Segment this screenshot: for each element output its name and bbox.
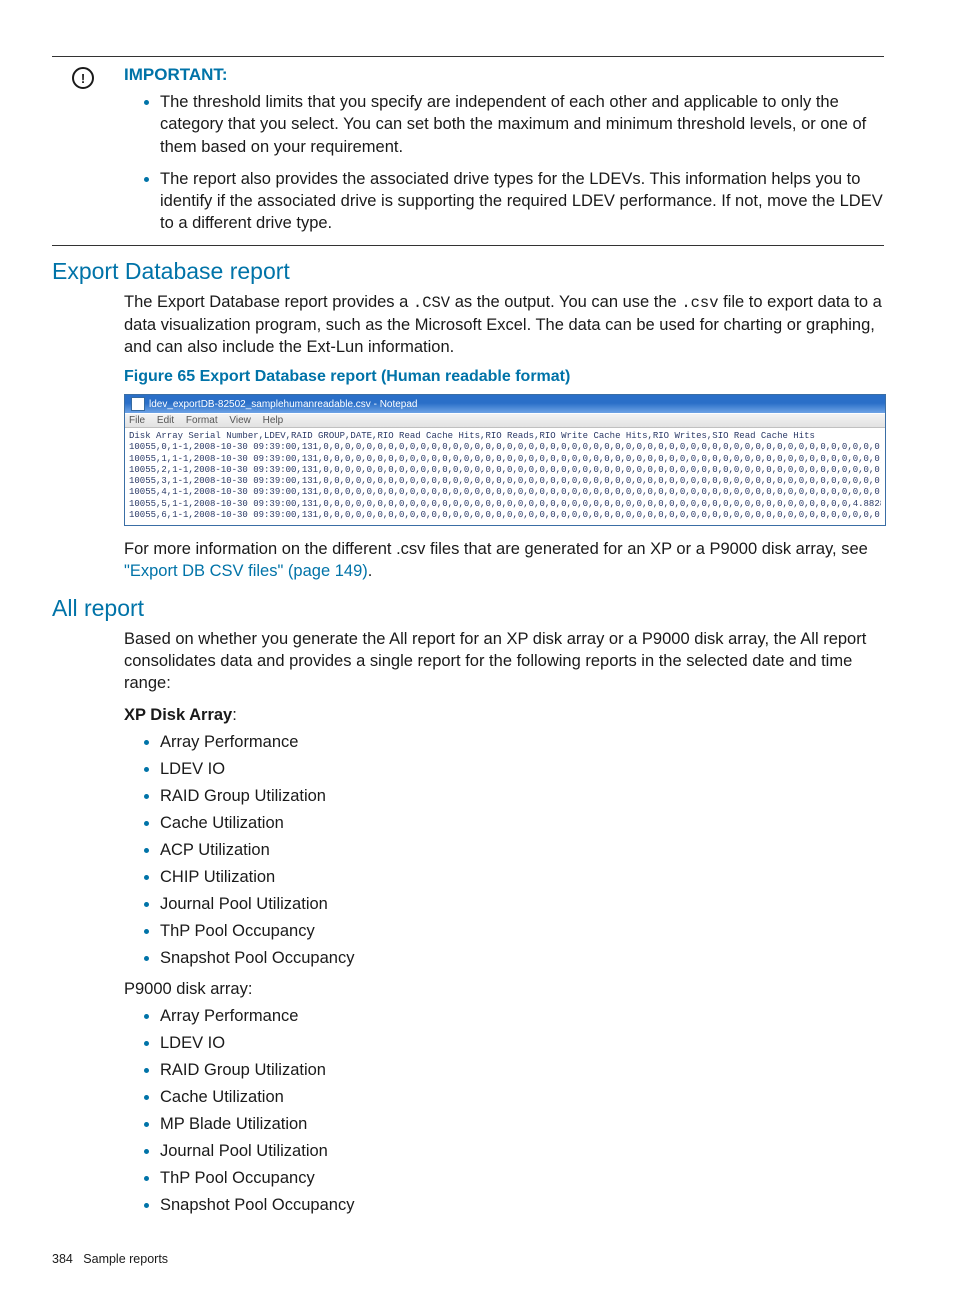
notepad-body: Disk Array Serial Number,LDEV,RAID GROUP… [125, 428, 885, 525]
list-item: Journal Pool Utilization [160, 1140, 884, 1163]
csv-line: 10055,2,1-1,2008-10-30 09:39:00,131,0,0,… [129, 465, 881, 476]
notepad-title-text: ldev_exportDB-82502_samplehumanreadable.… [149, 399, 418, 410]
code-csv-lower: .csv [681, 294, 718, 312]
menu-file: File [129, 415, 145, 426]
important-icon-glyph: ! [81, 72, 85, 85]
export-intro: The Export Database report provides a .C… [124, 291, 884, 358]
list-item: RAID Group Utilization [160, 785, 884, 808]
page: ! IMPORTANT: The threshold limits that y… [0, 0, 954, 1306]
important-title: IMPORTANT: [124, 65, 884, 85]
csv-line: 10055,1,1-1,2008-10-30 09:39:00,131,0,0,… [129, 454, 881, 465]
export-db-csv-link[interactable]: "Export DB CSV files" (page 149) [124, 562, 368, 580]
list-item: Journal Pool Utilization [160, 893, 884, 916]
list-item: Cache Utilization [160, 812, 884, 835]
list-item: ACP Utilization [160, 839, 884, 862]
footer-section-title: Sample reports [83, 1252, 168, 1266]
section-heading-export: Export Database report [52, 258, 884, 285]
list-item: Snapshot Pool Occupancy [160, 1194, 884, 1217]
menu-help: Help [263, 415, 284, 426]
page-number: 384 [52, 1252, 73, 1266]
list-item: CHIP Utilization [160, 866, 884, 889]
xp-reports-list: Array Performance LDEV IO RAID Group Uti… [124, 731, 884, 971]
csv-line: 10055,5,1-1,2008-10-30 09:39:00,131,0,0,… [129, 499, 881, 510]
list-item: Array Performance [160, 1005, 884, 1028]
top-rule [52, 56, 884, 57]
csv-line: 10055,3,1-1,2008-10-30 09:39:00,131,0,0,… [129, 476, 881, 487]
csv-line: 10055,4,1-1,2008-10-30 09:39:00,131,0,0,… [129, 487, 881, 498]
list-item: LDEV IO [160, 1032, 884, 1055]
csv-line: Disk Array Serial Number,LDEV,RAID GROUP… [129, 431, 881, 442]
document-icon [131, 397, 145, 411]
all-intro: Based on whether you generate the All re… [124, 628, 884, 695]
list-item: MP Blade Utilization [160, 1113, 884, 1136]
list-item: RAID Group Utilization [160, 1059, 884, 1082]
list-item: LDEV IO [160, 758, 884, 781]
menu-format: Format [186, 415, 218, 426]
important-bullets: The threshold limits that you specify ar… [124, 91, 884, 235]
list-item: Snapshot Pool Occupancy [160, 947, 884, 970]
menu-edit: Edit [157, 415, 174, 426]
important-icon: ! [72, 67, 94, 89]
important-bullet: The threshold limits that you specify ar… [160, 91, 884, 158]
p9000-label: P9000 disk array: [124, 978, 884, 1000]
list-item: ThP Pool Occupancy [160, 920, 884, 943]
figure-caption: Figure 65 Export Database report (Human … [124, 368, 884, 386]
notepad-menubar: File Edit Format View Help [125, 413, 885, 428]
important-bullet: The report also provides the associated … [160, 168, 884, 235]
export-after-figure: For more information on the different .c… [124, 538, 884, 583]
page-footer: 384 Sample reports [52, 1252, 884, 1266]
mid-rule [52, 245, 884, 246]
code-csv-upper: .CSV [413, 294, 450, 312]
notepad-screenshot: ldev_exportDB-82502_samplehumanreadable.… [124, 394, 886, 526]
section-heading-all: All report [52, 595, 884, 622]
p9000-reports-list: Array Performance LDEV IO RAID Group Uti… [124, 1005, 884, 1218]
notepad-titlebar: ldev_exportDB-82502_samplehumanreadable.… [125, 395, 885, 413]
list-item: Array Performance [160, 731, 884, 754]
important-block: ! IMPORTANT: The threshold limits that y… [52, 65, 884, 245]
list-item: ThP Pool Occupancy [160, 1167, 884, 1190]
csv-line: 10055,6,1-1,2008-10-30 09:39:00,131,0,0,… [129, 510, 881, 521]
xp-disk-array-label: XP Disk Array: [124, 704, 884, 726]
menu-view: View [229, 415, 251, 426]
list-item: Cache Utilization [160, 1086, 884, 1109]
csv-line: 10055,0,1-1,2008-10-30 09:39:00,131,0,0,… [129, 442, 881, 453]
